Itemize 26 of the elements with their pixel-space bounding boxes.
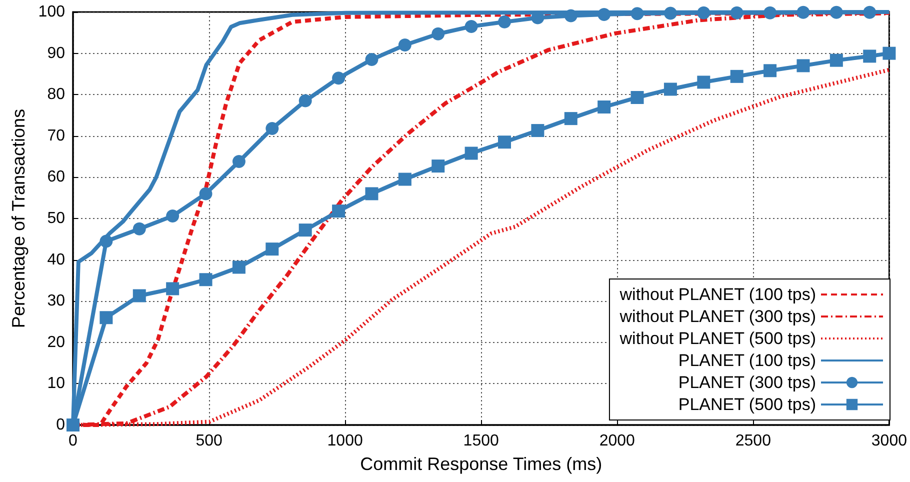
x-tick-label: 0: [68, 432, 78, 450]
legend-label: PLANET (300 tps): [678, 373, 816, 392]
y-tick-label: 0: [56, 416, 66, 434]
x-tick-label: 2000: [599, 432, 636, 450]
y-tick-label: 50: [47, 210, 66, 227]
x-tick-label: 3000: [871, 432, 908, 450]
y-axis-title: Percentage of Transactions: [8, 108, 28, 328]
y-tick-label: 40: [47, 251, 66, 268]
legend-label: without PLANET (500 tps): [618, 329, 816, 348]
y-tick-label: 80: [47, 86, 66, 104]
y-tick-label: 60: [47, 168, 66, 186]
x-tick-label: 1000: [327, 432, 363, 450]
legend-label: PLANET (500 tps): [678, 395, 816, 414]
legend-label: without PLANET (300 tps): [618, 307, 816, 326]
y-tick-label: 10: [47, 375, 66, 392]
y-tick-label: 90: [47, 44, 66, 62]
x-tick-label: 1500: [463, 432, 499, 450]
y-tick-label: 30: [47, 292, 66, 310]
legend-label: PLANET (100 tps): [678, 351, 816, 370]
x-tick-label: 500: [196, 432, 222, 450]
x-tick-label: 2500: [735, 432, 772, 450]
y-tick-label: 100: [38, 4, 66, 20]
legend-label: without PLANET (100 tps): [618, 285, 816, 304]
y-tick-label: 20: [47, 334, 66, 351]
y-tick-label: 70: [47, 127, 66, 144]
x-axis-title: Commit Response Times (ms): [360, 454, 602, 474]
